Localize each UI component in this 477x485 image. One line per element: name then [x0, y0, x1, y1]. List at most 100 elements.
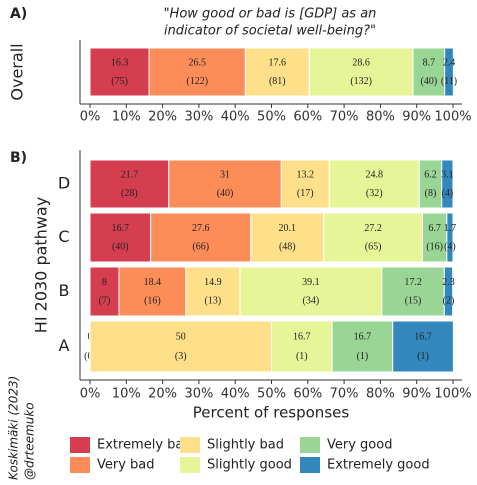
count-label: (8): [425, 188, 437, 199]
data-label: 6.7: [428, 223, 441, 234]
x-tick-label: 60%: [293, 387, 322, 402]
credit: Koskimäki (2023): [7, 376, 21, 480]
count-label: (40): [217, 188, 234, 199]
x-tick-label: 20%: [148, 387, 177, 402]
legend-swatch: [300, 457, 320, 473]
y-axis-label: Overall: [8, 43, 27, 100]
x-tick-label: 30%: [184, 387, 213, 402]
count-label: (1): [296, 351, 308, 362]
data-label: 16.7: [414, 332, 432, 343]
data-label: 26.5: [189, 58, 207, 69]
data-label: 39.1: [302, 277, 320, 288]
x-tick-label: 70%: [330, 387, 359, 402]
data-label: 50: [176, 332, 186, 343]
bar-segment: [443, 266, 454, 317]
count-label: (13): [205, 296, 222, 307]
data-label: 17.6: [269, 58, 287, 69]
legend-swatch: [180, 437, 200, 453]
x-tick-label: 10%: [112, 387, 141, 402]
legend-label: Extremely bad: [97, 438, 192, 453]
count-label: (32): [366, 188, 383, 199]
y-tick-label: C: [58, 227, 69, 246]
bar-segment: [185, 266, 241, 317]
y-tick-label: A: [59, 336, 70, 355]
bar-segment: [118, 266, 187, 317]
bar-segment: [381, 266, 445, 317]
x-tick-label: 50%: [257, 387, 286, 402]
legend-label: Very good: [327, 438, 392, 453]
bar-segment: [148, 47, 246, 97]
x-tick-label: 40%: [221, 110, 250, 125]
x-tick-label: 70%: [330, 110, 359, 125]
legend-swatch: [300, 437, 320, 453]
data-label: 17.2: [404, 277, 422, 288]
bar-segment: [244, 47, 310, 97]
bar-segment: [444, 47, 454, 97]
count-label: (4): [444, 242, 456, 253]
data-label: 2.4: [443, 58, 456, 69]
count-label: (4): [442, 188, 454, 199]
x-tick-label: 80%: [366, 110, 395, 125]
x-tick-label: 30%: [184, 110, 213, 125]
x-tick-label: 100%: [434, 110, 471, 125]
bar-segment: [239, 266, 383, 317]
count-label: (75): [111, 76, 128, 87]
data-label: 28.6: [352, 58, 370, 69]
bar-segment: [89, 266, 120, 317]
data-label: 3.1: [441, 170, 454, 181]
x-tick-label: 90%: [402, 110, 431, 125]
legend-label: Extremely good: [327, 458, 430, 473]
count-label: (11): [441, 76, 457, 87]
data-label: 27.6: [192, 223, 210, 234]
data-label: 13.2: [297, 170, 315, 181]
legend-label: Slightly good: [207, 458, 292, 473]
bar-segment: [308, 47, 414, 97]
bar-segment: [280, 159, 330, 209]
count-label: (2): [443, 296, 455, 307]
count-label: (48): [279, 242, 296, 253]
chart-title: "How good or bad is [GDP] as an: [164, 7, 377, 22]
data-label: 2.3: [442, 277, 455, 288]
count-label: (81): [269, 76, 286, 87]
count-label: (40): [421, 76, 438, 87]
data-label: 6.2: [424, 170, 437, 181]
y-axis-label: HI 2030 pathway: [32, 197, 51, 333]
legend-label: Slightly bad: [207, 438, 284, 453]
count-label: (34): [303, 296, 320, 307]
bar-segment: [150, 212, 252, 263]
count-label: (40): [112, 242, 129, 253]
data-label: 16.3: [111, 58, 129, 69]
credit: @drteemuko: [23, 402, 37, 480]
count-label: (16): [426, 242, 443, 253]
data-label: 21.7: [121, 170, 139, 181]
count-label: (1): [357, 351, 369, 362]
count-label: (122): [186, 76, 208, 87]
bar-segment: [89, 47, 150, 97]
bar-segment: [422, 212, 448, 263]
data-label: 20.1: [279, 223, 297, 234]
y-tick-label: D: [58, 174, 70, 193]
data-label: 16.7: [112, 223, 130, 234]
count-label: (28): [121, 188, 138, 199]
bar-segment: [441, 159, 454, 209]
data-label: 16.7: [354, 332, 372, 343]
data-label: 31: [220, 170, 230, 181]
data-label: 18.4: [144, 277, 162, 288]
data-label: 16.7: [293, 332, 311, 343]
x-tick-label: 40%: [221, 387, 250, 402]
legend-swatch: [180, 457, 200, 473]
panel-label: B): [10, 150, 27, 166]
legend-swatch: [70, 457, 90, 473]
x-axis-label: Percent of responses: [193, 404, 350, 422]
data-label: 24.8: [365, 170, 383, 181]
bar-segment: [271, 320, 333, 373]
x-tick-label: 0%: [80, 110, 101, 125]
bar-segment: [446, 212, 454, 263]
count-label: (7): [99, 296, 111, 307]
bar-segment: [412, 47, 446, 97]
x-tick-label: 50%: [257, 110, 286, 125]
x-tick-label: 0%: [80, 387, 101, 402]
bar-segment: [392, 320, 454, 373]
